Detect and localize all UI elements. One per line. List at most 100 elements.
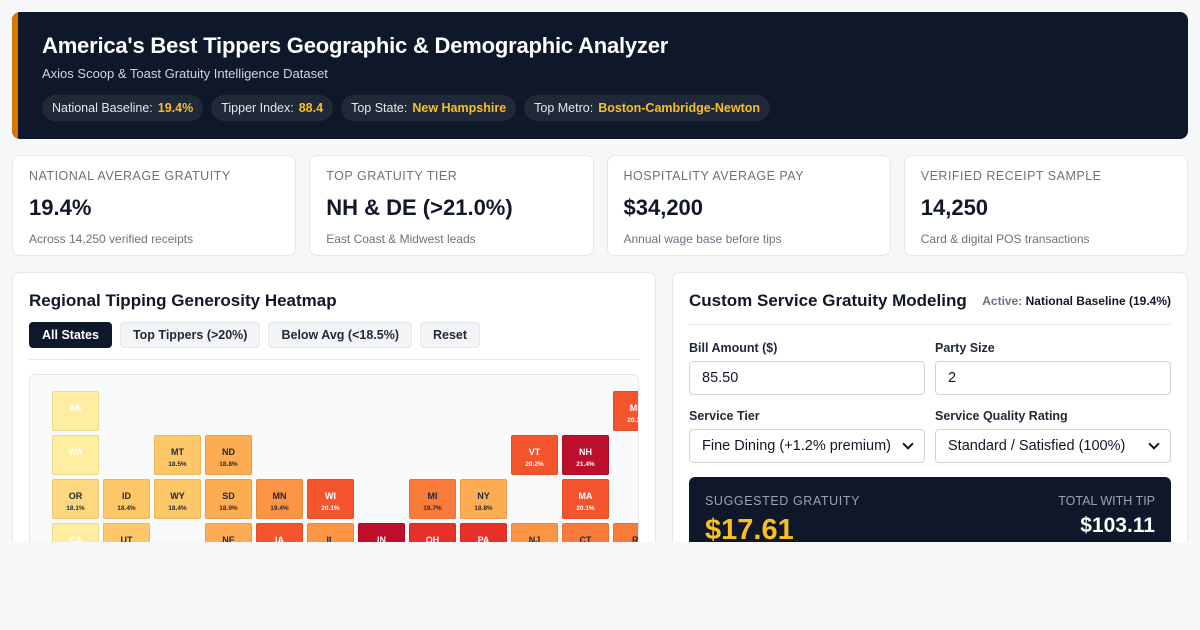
state-tip-pct: 20.3%	[627, 417, 638, 424]
pill-value: 19.4%	[157, 101, 194, 115]
pill-top-state: Top State: New Hampshire	[341, 95, 517, 121]
service-quality-value: Standard / Satisfied (100%)	[948, 438, 1126, 454]
gratuity-model-panel: Custom Service Gratuity Modeling Active:…	[672, 272, 1188, 562]
heatmap-filters: All States Top Tippers (>20%) Below Avg …	[29, 322, 481, 348]
pill-label: Tipper Index:	[221, 101, 294, 115]
active-label: Active:	[982, 294, 1023, 308]
state-tile-wy[interactable]: WY 18.4%	[154, 479, 201, 519]
stat-label: Top Gratuity Tier	[326, 169, 458, 183]
state-tip-pct: 20.1%	[321, 505, 340, 512]
bill-amount-input[interactable]	[689, 361, 925, 395]
state-abbr: OR	[68, 491, 83, 501]
state-abbr: OH	[425, 535, 440, 545]
stat-cards: National Average Gratuity 19.4% Across 1…	[12, 155, 1188, 256]
state-tip-pct: 19.7%	[423, 505, 442, 512]
pill-tipper-index: Tipper Index: 88.4	[211, 95, 334, 121]
state-abbr: ND	[222, 447, 235, 457]
stat-note: Card & digital POS transactions	[920, 232, 1090, 246]
filter-all-states-button[interactable]: All States	[29, 322, 112, 348]
state-abbr: VT	[528, 447, 541, 457]
chevron-down-icon	[902, 437, 914, 450]
party-size-label: Party Size	[935, 341, 995, 355]
state-tile-nh[interactable]: NH 21.4%	[562, 435, 609, 475]
state-tip-pct: 18.8%	[219, 461, 238, 468]
pill-top-metro: Top Metro: Boston-Cambridge-Newton	[524, 95, 771, 121]
state-tile-sd[interactable]: SD 18.9%	[205, 479, 252, 519]
party-size-input[interactable]	[935, 361, 1171, 395]
service-tier-value: Fine Dining (+1.2% premium)	[702, 438, 891, 454]
header-accent-bar	[12, 12, 18, 139]
state-abbr: ID	[122, 491, 131, 501]
stat-value: 19.4%	[29, 195, 92, 220]
stat-value: $34,200	[623, 195, 704, 220]
total-with-tip-label: TOTAL WITH TIP	[1058, 494, 1155, 508]
state-tile-or[interactable]: OR 18.1%	[52, 479, 99, 519]
state-tile-id[interactable]: ID 18.4%	[103, 479, 150, 519]
state-tile-ny[interactable]: NY 18.8%	[460, 479, 507, 519]
total-with-tip-value: $103.11	[1080, 514, 1155, 537]
stat-label: Verified Receipt Sample	[920, 169, 1102, 183]
heatmap-panel: Regional Tipping Generosity Heatmap All …	[12, 272, 656, 562]
service-quality-label: Service Quality Rating	[935, 409, 1068, 423]
filter-top-tippers-button[interactable]: Top Tippers (>20%)	[119, 322, 261, 348]
state-abbr: IL	[326, 535, 335, 545]
state-abbr: CT	[579, 535, 592, 545]
stat-note: Annual wage base before tips	[623, 232, 782, 246]
state-tip-pct: 18.5%	[168, 461, 187, 468]
state-tile-ak[interactable]: AK	[52, 391, 99, 431]
bill-amount-label: Bill Amount ($)	[689, 341, 778, 355]
summary-pills: National Baseline: 19.4% Tipper Index: 8…	[42, 95, 771, 121]
state-tile-vt[interactable]: VT 20.2%	[511, 435, 558, 475]
stat-label: National Average Gratuity	[29, 169, 231, 183]
pill-label: Top State:	[351, 101, 408, 115]
stat-value: NH & DE (>21.0%)	[326, 195, 513, 220]
active-baseline-indicator: Active: National Baseline (19.4%)	[982, 294, 1171, 308]
chevron-down-icon	[1148, 437, 1160, 450]
filter-below-avg-button[interactable]: Below Avg (<18.5%)	[268, 322, 412, 348]
filter-reset-button[interactable]: Reset	[419, 322, 481, 348]
state-tile-ma[interactable]: MA 20.1%	[562, 479, 609, 519]
state-abbr: NE	[222, 535, 235, 545]
page-bottom-background	[0, 542, 1200, 630]
state-abbr: NJ	[528, 535, 541, 545]
state-abbr: WY	[170, 491, 185, 501]
suggested-gratuity-value: $17.61	[705, 514, 794, 546]
state-abbr: MA	[578, 491, 593, 501]
state-tile-mt[interactable]: MT 18.5%	[154, 435, 201, 475]
state-abbr: WA	[68, 447, 83, 457]
state-tile-mn[interactable]: MN 19.4%	[256, 479, 303, 519]
heatmap-divider	[29, 359, 639, 360]
state-tile-wa[interactable]: WA	[52, 435, 99, 475]
stat-card-hospitality-pay: Hospitality Average Pay $34,200 Annual w…	[606, 155, 891, 256]
state-abbr: NY	[477, 491, 490, 501]
stat-value: 14,250	[920, 195, 989, 220]
state-abbr: MT	[171, 447, 184, 457]
state-tile-nd[interactable]: ND 18.8%	[205, 435, 252, 475]
service-tier-select[interactable]: Fine Dining (+1.2% premium)	[689, 429, 925, 463]
model-divider	[689, 324, 1171, 325]
pill-label: National Baseline:	[52, 101, 153, 115]
state-tip-pct: 18.4%	[117, 505, 136, 512]
state-abbr: PA	[477, 535, 490, 545]
state-tile-me[interactable]: ME 20.3%	[613, 391, 638, 431]
state-abbr: ME	[629, 403, 638, 413]
stat-card-receipt-sample: Verified Receipt Sample 14,250 Card & di…	[903, 155, 1188, 256]
service-tier-label: Service Tier	[689, 409, 760, 423]
state-tile-mi[interactable]: MI 19.7%	[409, 479, 456, 519]
state-abbr: AK	[69, 403, 82, 413]
state-abbr: NH	[579, 447, 592, 457]
state-tip-pct: 18.4%	[168, 505, 187, 512]
stat-card-top-tier: Top Gratuity Tier NH & DE (>21.0%) East …	[309, 155, 594, 256]
state-tile-wi[interactable]: WI 20.1%	[307, 479, 354, 519]
active-value: National Baseline (19.4%)	[1025, 294, 1171, 308]
state-tip-pct: 20.2%	[525, 461, 544, 468]
pill-national-baseline: National Baseline: 19.4%	[42, 95, 204, 121]
state-tip-pct: 18.8%	[474, 505, 493, 512]
state-abbr: MI	[427, 491, 438, 501]
state-abbr: UT	[120, 535, 133, 545]
state-abbr: IA	[275, 535, 284, 545]
service-quality-select[interactable]: Standard / Satisfied (100%)	[935, 429, 1171, 463]
pill-value: Boston-Cambridge-Newton	[598, 101, 761, 115]
stat-label: Hospitality Average Pay	[623, 169, 805, 183]
state-abbr: WI	[325, 491, 336, 501]
